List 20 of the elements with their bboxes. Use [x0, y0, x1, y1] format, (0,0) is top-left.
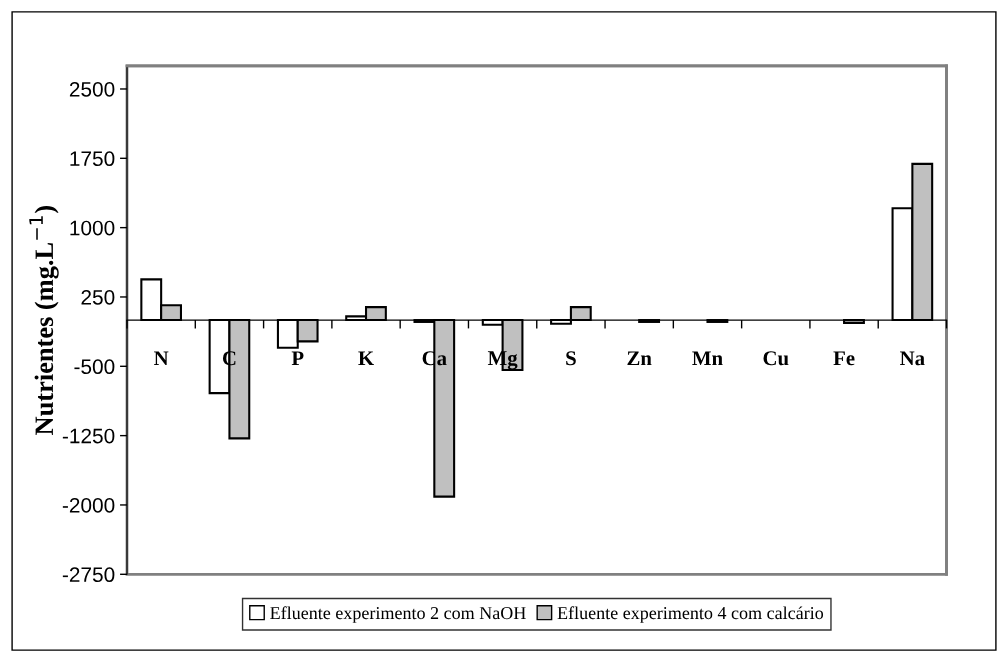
x-tick-label: K [358, 351, 374, 366]
y-axis-title: Nutrientes (mg.L$^{−1}$) [29, 206, 59, 435]
x-tick-label: Fe [833, 351, 855, 366]
legend-label: Efluente experimento 4 com calcário [557, 606, 824, 623]
y-tick-label: -1250 [62, 428, 115, 444]
y-tick-label: 1750 [70, 151, 115, 167]
x-tick-label: Na [900, 351, 925, 366]
y-tick-label: 1000 [70, 220, 115, 236]
y-tick-label: 2500 [69, 81, 115, 97]
y-tick-label: -2750 [62, 567, 115, 583]
y-tick-label: -2000 [62, 497, 115, 513]
x-tick-label: Cu [763, 351, 789, 366]
x-tick-label: Zn [627, 351, 652, 366]
y-tick-label: 250 [81, 289, 115, 305]
legend-label: Efluente experimento 2 com NaOH [270, 606, 526, 623]
x-tick-label: P [291, 351, 304, 366]
y-tick-label: -500 [74, 359, 115, 375]
x-tick-label: Mn [692, 351, 723, 366]
x-tick-label: S [566, 351, 576, 366]
x-tick-label: N [154, 351, 169, 366]
